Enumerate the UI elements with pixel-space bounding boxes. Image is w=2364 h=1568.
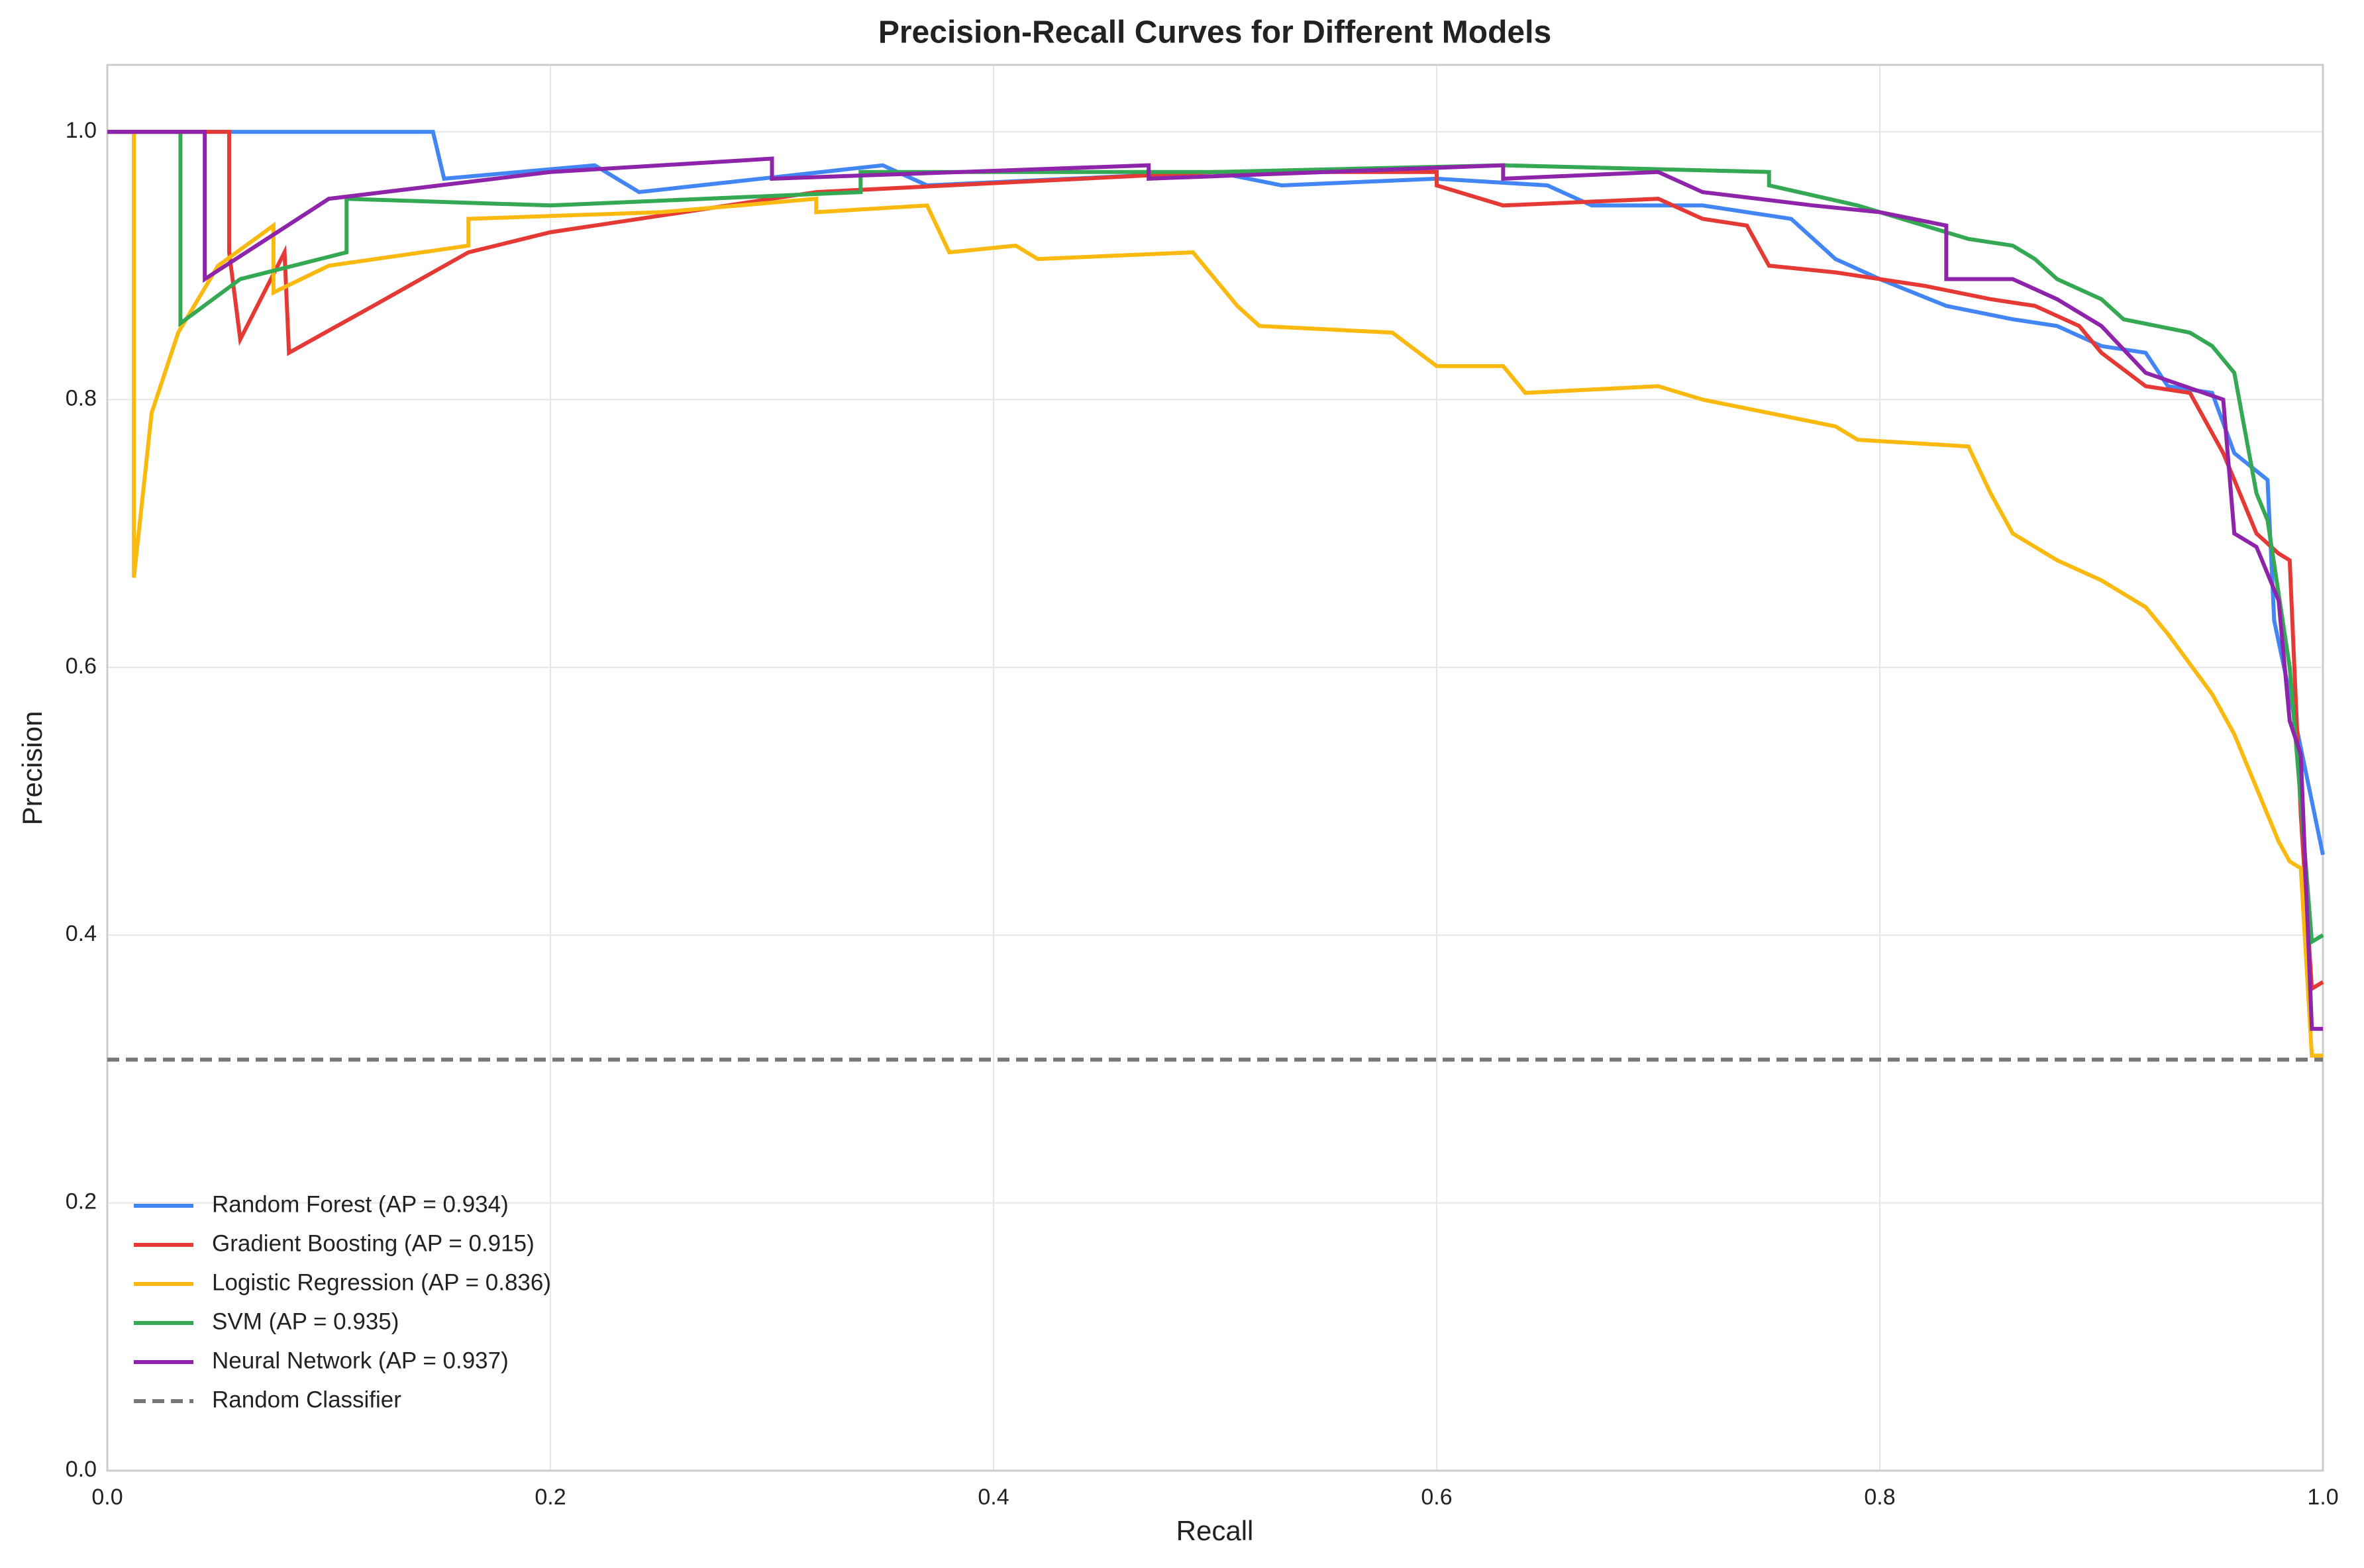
x-tick-label: 1.0 (2307, 1485, 2338, 1510)
legend-label: Logistic Regression (AP = 0.836) (212, 1269, 551, 1295)
chart-title: Precision-Recall Curves for Different Mo… (878, 15, 1551, 50)
plot-frame (106, 64, 2324, 1472)
line (107, 130, 2323, 1031)
line (107, 130, 2324, 993)
y-tick-label: 0.8 (66, 385, 97, 411)
y-axis-label: Precision (17, 711, 48, 826)
y-tick-label: 0.0 (66, 1457, 97, 1482)
y-tick-label: 0.4 (66, 921, 97, 946)
legend-label: Random Classifier (212, 1387, 401, 1412)
line (107, 130, 2323, 1058)
y-tick-label: 0.6 (66, 654, 97, 679)
legend-label: Random Forest (AP = 0.934) (212, 1191, 509, 1217)
y-tick-label: 1.0 (66, 118, 97, 143)
x-tick-label: 0.6 (1421, 1485, 1452, 1510)
legend-label: SVM (AP = 0.935) (212, 1308, 399, 1334)
legend-label: Neural Network (AP = 0.937) (212, 1348, 509, 1373)
y-tick-label: 0.2 (66, 1189, 97, 1214)
legend-label: Gradient Boosting (AP = 0.915) (212, 1230, 535, 1256)
x-tick-label: 0.4 (978, 1485, 1009, 1510)
x-axis-label: Recall (1176, 1515, 1254, 1546)
x-tick-label: 0.0 (91, 1485, 123, 1510)
x-tick-label: 0.2 (535, 1485, 566, 1510)
x-tick-label: 0.8 (1864, 1485, 1895, 1510)
